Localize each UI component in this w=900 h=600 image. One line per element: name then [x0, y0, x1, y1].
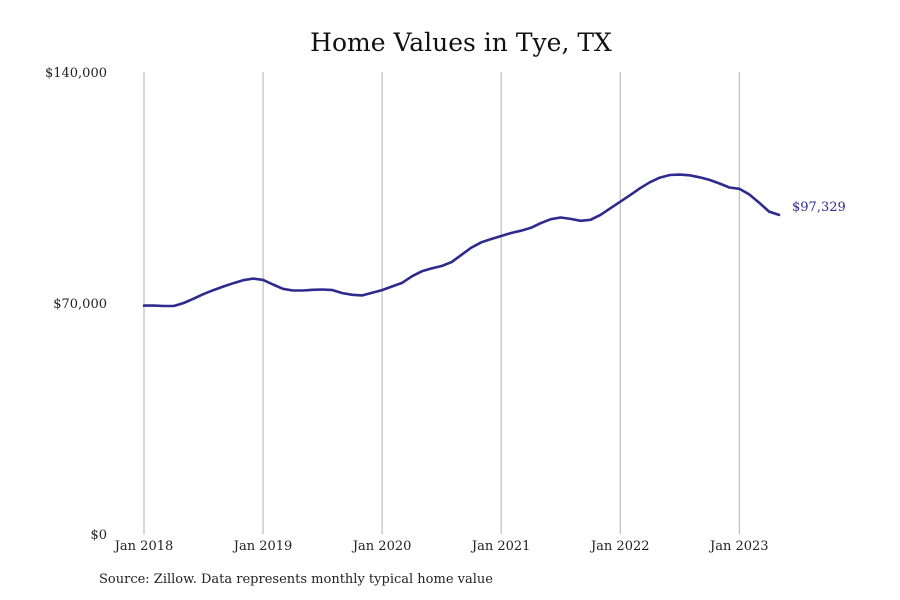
- x-tick-label-3: Jan 2021: [470, 539, 531, 554]
- data-point: [351, 293, 354, 296]
- data-point: [539, 222, 542, 225]
- data-point: [708, 179, 711, 181]
- data-point: [172, 305, 175, 307]
- data-point: [738, 187, 741, 190]
- data-point: [480, 241, 483, 244]
- source-note: Source: Zillow. Data represents monthly …: [99, 572, 493, 587]
- data-point: [470, 246, 473, 249]
- data-point: [768, 210, 770, 213]
- x-tick-label-4: Jan 2022: [589, 539, 650, 554]
- series-layer: [142, 173, 781, 308]
- data-point: [698, 176, 701, 179]
- data-point: [490, 238, 493, 240]
- data-point: [659, 176, 661, 179]
- x-tick-label-1: Jan 2019: [232, 539, 293, 554]
- y-tick-label-2: $140,000: [45, 66, 107, 81]
- chart-title: Home Values in Tye, TX: [310, 28, 612, 57]
- data-point: [143, 304, 145, 307]
- data-point: [331, 289, 334, 292]
- data-point: [361, 294, 364, 297]
- x-axis-ticks: Jan 2018 Jan 2019 Jan 2020 Jan 2021 Jan 2022…: [113, 539, 769, 554]
- y-tick-label-1: $70,000: [53, 297, 107, 312]
- series-line-0: [142, 173, 781, 308]
- data-point: [212, 289, 215, 292]
- data-point: [778, 213, 780, 216]
- data-point: [272, 283, 274, 286]
- data-point: [718, 182, 721, 185]
- x-tick-label-2: Jan 2020: [351, 539, 412, 554]
- data-point: [450, 261, 453, 263]
- data-point: [162, 305, 165, 307]
- data-point: [619, 200, 622, 203]
- data-point: [579, 219, 582, 222]
- data-point: [748, 193, 751, 196]
- data-point: [311, 288, 314, 291]
- data-point: [321, 288, 324, 291]
- data-point: [153, 304, 155, 307]
- data-point: [559, 216, 562, 219]
- data-point: [609, 207, 612, 210]
- data-point: [460, 253, 463, 256]
- data-point: [599, 213, 602, 216]
- last-value-label: $97,329: [792, 200, 846, 215]
- data-point: [629, 194, 632, 196]
- x-tick-label-0: Jan 2018: [113, 539, 174, 554]
- data-point: [530, 226, 532, 229]
- data-point: [182, 302, 185, 304]
- data-point: [202, 293, 205, 295]
- data-point: [500, 235, 503, 237]
- data-point: [401, 281, 403, 284]
- data-point: [262, 279, 264, 281]
- data-point: [232, 282, 235, 285]
- data-point: [381, 289, 384, 292]
- data-point: [282, 287, 284, 290]
- data-point: [252, 277, 255, 280]
- data-point: [569, 217, 572, 220]
- data-point: [391, 285, 393, 288]
- data-point: [639, 187, 641, 190]
- data-point: [589, 218, 592, 221]
- data-point: [520, 229, 522, 232]
- data-point: [410, 275, 413, 278]
- data-point: [420, 270, 423, 273]
- gridlines: [143, 72, 740, 534]
- data-point: [688, 174, 691, 177]
- data-point: [678, 173, 681, 176]
- data-point: [222, 285, 225, 288]
- data-point: [192, 297, 195, 300]
- data-point: [668, 174, 671, 176]
- data-point: [291, 289, 294, 292]
- x-tick-label-5: Jan 2023: [708, 539, 769, 554]
- data-point: [430, 267, 433, 270]
- data-point: [440, 265, 443, 267]
- data-point: [649, 181, 651, 184]
- data-point: [341, 292, 344, 294]
- data-point: [371, 291, 374, 294]
- data-point: [510, 232, 513, 234]
- data-point: [728, 186, 731, 189]
- data-point: [758, 201, 761, 204]
- y-tick-label-0: $0: [90, 528, 107, 543]
- data-point: [301, 289, 304, 292]
- data-point: [242, 279, 245, 282]
- y-axis-ticks: $0 $70,000 $140,000: [45, 66, 107, 543]
- data-point: [549, 218, 552, 221]
